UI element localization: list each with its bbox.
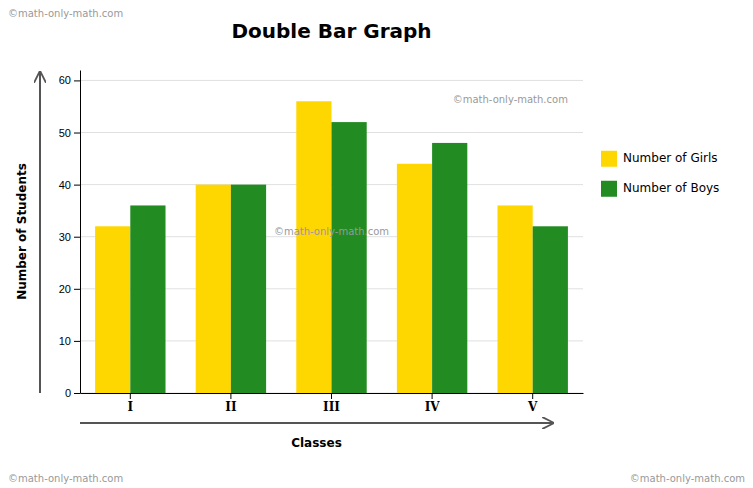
tick-label: 0 — [65, 387, 71, 399]
tick-mark — [74, 237, 80, 238]
bar — [95, 226, 130, 393]
x-axis: IIIIIIIVV — [81, 393, 584, 414]
tick-label: I — [127, 400, 133, 414]
bar — [130, 205, 165, 393]
tick-label: V — [527, 400, 538, 414]
legend-item: Number of Girls — [601, 151, 718, 167]
x-tick: II — [225, 393, 237, 414]
tick-label: 10 — [59, 335, 71, 347]
legend-swatch — [601, 151, 617, 167]
x-axis-title: Classes — [291, 436, 342, 450]
legend-label: Number of Girls — [623, 151, 718, 165]
tick-label: II — [225, 400, 237, 414]
bar — [296, 101, 331, 393]
legend-swatch — [601, 181, 617, 197]
bar — [497, 205, 532, 393]
tick-mark — [432, 393, 433, 399]
legend-item: Number of Boys — [601, 181, 719, 197]
bar — [196, 185, 231, 393]
y-tick: 30 — [59, 231, 80, 243]
bar-series — [130, 122, 568, 393]
bar — [397, 164, 432, 393]
bar — [332, 122, 367, 393]
y-axis: 0 10 20 30 40 50 60 — [59, 71, 81, 400]
axis-line — [80, 71, 81, 394]
x-tick: V — [527, 393, 538, 414]
watermark: ©math-only-math.com — [453, 94, 568, 105]
watermark: ©math-only-math.com — [8, 8, 123, 19]
tick-label: 20 — [59, 283, 71, 295]
legend: Number of Girls Number of Boys — [601, 151, 719, 197]
axis-arrow — [80, 422, 553, 424]
tick-label: 40 — [59, 179, 71, 191]
legend-label: Number of Boys — [623, 181, 719, 195]
tick-mark — [230, 393, 231, 399]
tick-label: 60 — [59, 74, 71, 86]
grid-line — [80, 80, 583, 81]
y-tick: 10 — [59, 335, 80, 347]
bars — [95, 101, 568, 393]
annotations: ©math-only-math.com ©math-only-math.com ©m… — [8, 8, 745, 484]
watermark: ©math-only-math.com — [274, 226, 389, 237]
tick-mark — [74, 341, 80, 342]
tick-mark — [74, 133, 80, 134]
y-axis-title: Number of Students — [15, 163, 29, 300]
tick-mark — [74, 80, 80, 81]
chart: 0102030405060IIIIIIIVVDouble Bar GraphNu… — [0, 0, 753, 488]
tick-mark — [74, 289, 80, 290]
bar — [231, 185, 266, 393]
tick-mark — [532, 393, 533, 399]
x-tick: I — [127, 393, 133, 414]
tick-mark — [74, 185, 80, 186]
tick-label: III — [323, 400, 340, 414]
tick-mark — [130, 393, 131, 399]
x-tick: IV — [425, 393, 441, 414]
axis-arrow — [39, 72, 41, 393]
y-tick: 50 — [59, 127, 80, 139]
grid — [80, 80, 583, 393]
y-tick: 60 — [59, 74, 80, 86]
y-tick: 0 — [65, 387, 80, 399]
tick-label: IV — [425, 400, 441, 414]
tick-mark — [74, 393, 80, 394]
y-tick: 20 — [59, 283, 80, 295]
x-tick: III — [323, 393, 340, 414]
bar — [533, 226, 568, 393]
bar — [432, 143, 467, 393]
tick-label: 50 — [59, 127, 71, 139]
watermark: ©math-only-math.com — [630, 473, 745, 484]
title: Double Bar Graph — [231, 19, 431, 43]
bar-series — [95, 101, 533, 393]
watermark: ©math-only-math.com — [8, 473, 123, 484]
tick-label: 30 — [59, 231, 71, 243]
y-tick: 40 — [59, 179, 80, 191]
tick-mark — [331, 393, 332, 399]
